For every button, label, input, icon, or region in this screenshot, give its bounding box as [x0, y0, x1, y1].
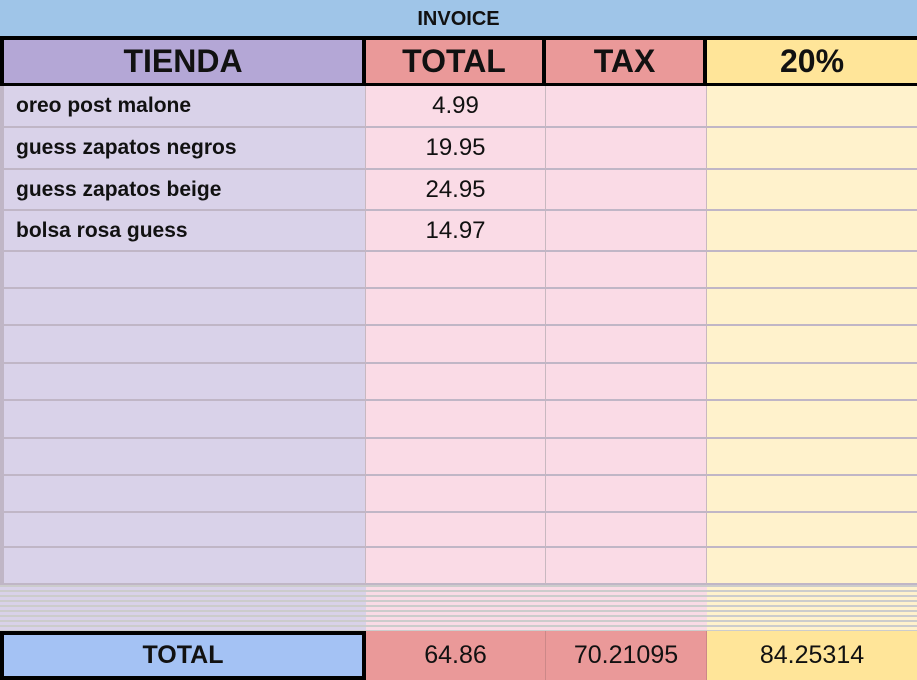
store-cell[interactable]	[0, 548, 366, 585]
tax-cell[interactable]	[546, 128, 707, 170]
tax-cell[interactable]	[546, 170, 707, 211]
tax-cell[interactable]	[546, 364, 707, 401]
table-row	[0, 401, 917, 439]
store-cell[interactable]	[0, 364, 366, 401]
table-row: oreo post malone 4.99	[0, 86, 917, 128]
store-cell[interactable]: bolsa rosa guess	[0, 211, 366, 252]
percent-cell[interactable]	[707, 401, 917, 439]
header-total[interactable]: TOTAL	[366, 36, 546, 87]
tax-cell[interactable]	[546, 86, 707, 128]
tax-cell[interactable]	[546, 548, 707, 585]
total-cell[interactable]	[366, 252, 546, 289]
table-row	[0, 326, 917, 364]
header-percent[interactable]: 20%	[707, 36, 917, 87]
percent-cell[interactable]	[707, 513, 917, 548]
total-cell[interactable]	[366, 326, 546, 364]
table-row	[0, 364, 917, 401]
store-cell[interactable]	[0, 439, 366, 476]
store-cell[interactable]: guess zapatos beige	[0, 170, 366, 211]
store-cell[interactable]	[0, 326, 366, 364]
percent-cell[interactable]	[707, 86, 917, 128]
percent-cell[interactable]	[707, 128, 917, 170]
store-cell[interactable]	[0, 252, 366, 289]
total-cell[interactable]	[366, 289, 546, 326]
tax-cell[interactable]	[546, 289, 707, 326]
table-row	[0, 289, 917, 326]
store-cell[interactable]: oreo post malone	[0, 86, 366, 128]
total-cell[interactable]: 4.99	[366, 86, 546, 128]
hidden-rows-col2	[366, 585, 546, 632]
hidden-rows-col4	[707, 585, 917, 632]
table-row: guess zapatos negros 19.95	[0, 128, 917, 170]
total-cell[interactable]	[366, 439, 546, 476]
total-cell[interactable]	[366, 476, 546, 513]
hidden-rows-col1	[0, 585, 366, 632]
hidden-rows-col3	[546, 585, 707, 632]
tax-cell[interactable]	[546, 439, 707, 476]
tax-cell[interactable]	[546, 476, 707, 513]
total-label[interactable]: TOTAL	[0, 631, 366, 680]
total-cell[interactable]: 14.97	[366, 211, 546, 252]
total-cell[interactable]: 19.95	[366, 128, 546, 170]
hidden-rows	[0, 585, 917, 632]
total-row: TOTAL 64.86 70.21095 84.25314	[0, 631, 917, 680]
header-tienda[interactable]: TIENDA	[0, 36, 366, 87]
table-row: guess zapatos beige 24.95	[0, 170, 917, 211]
table-row	[0, 476, 917, 513]
store-cell[interactable]: guess zapatos negros	[0, 128, 366, 170]
table-row: bolsa rosa guess 14.97	[0, 211, 917, 252]
percent-cell[interactable]	[707, 289, 917, 326]
tax-cell[interactable]	[546, 252, 707, 289]
table-row	[0, 548, 917, 585]
tax-sum[interactable]: 70.21095	[546, 631, 707, 680]
table-row	[0, 252, 917, 289]
store-cell[interactable]	[0, 401, 366, 439]
total-cell[interactable]	[366, 364, 546, 401]
tax-cell[interactable]	[546, 401, 707, 439]
tax-cell[interactable]	[546, 326, 707, 364]
table-row	[0, 513, 917, 548]
header-tax[interactable]: TAX	[546, 36, 707, 87]
store-cell[interactable]	[0, 513, 366, 548]
percent-sum[interactable]: 84.25314	[707, 631, 917, 680]
total-sum[interactable]: 64.86	[366, 631, 546, 680]
total-cell[interactable]	[366, 401, 546, 439]
percent-cell[interactable]	[707, 252, 917, 289]
percent-cell[interactable]	[707, 211, 917, 252]
total-cell[interactable]: 24.95	[366, 170, 546, 211]
total-cell[interactable]	[366, 513, 546, 548]
percent-cell[interactable]	[707, 326, 917, 364]
store-cell[interactable]	[0, 289, 366, 326]
percent-cell[interactable]	[707, 170, 917, 211]
percent-cell[interactable]	[707, 548, 917, 585]
total-cell[interactable]	[366, 548, 546, 585]
percent-cell[interactable]	[707, 476, 917, 513]
store-cell[interactable]	[0, 476, 366, 513]
tax-cell[interactable]	[546, 513, 707, 548]
percent-cell[interactable]	[707, 364, 917, 401]
invoice-title[interactable]: INVOICE	[0, 0, 917, 37]
tax-cell[interactable]	[546, 211, 707, 252]
table-row	[0, 439, 917, 476]
percent-cell[interactable]	[707, 439, 917, 476]
header-row: TIENDA TOTAL TAX 20%	[0, 36, 917, 87]
